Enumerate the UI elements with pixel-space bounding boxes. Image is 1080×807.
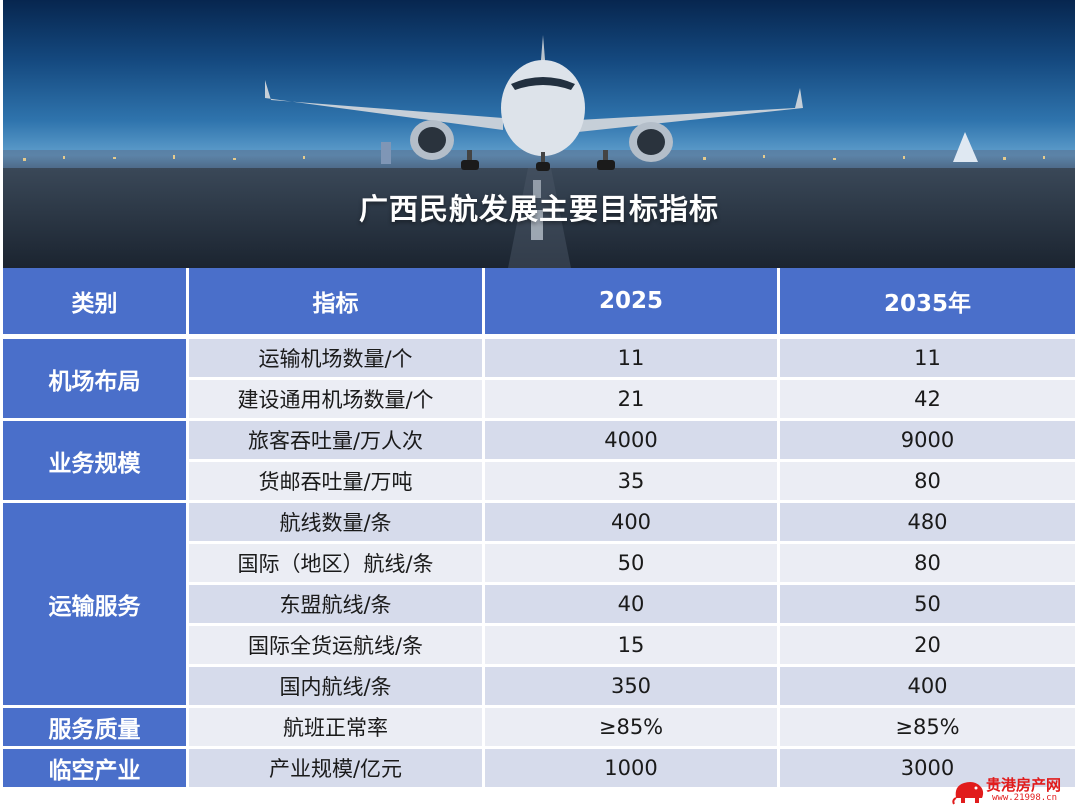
value-2025-cell: 350 — [485, 667, 780, 708]
indicator-cell: 货邮吞吐量/万吨 — [189, 462, 485, 503]
watermark-name: 贵港房产网 — [986, 776, 1062, 794]
table-row: 临空产业 产业规模/亿元 1000 3000 — [3, 749, 1075, 787]
category-cell: 业务规模 — [3, 421, 189, 503]
table-row: 建设通用机场数量/个 21 42 — [3, 380, 1075, 421]
category-cell: 机场布局 — [3, 339, 189, 421]
value-2035-cell: 80 — [780, 544, 1075, 585]
table-header-row: 类别 指标 2025 2035年 — [3, 268, 1075, 339]
table-row: 国内航线/条 350 400 — [3, 667, 1075, 708]
indicator-cell: 东盟航线/条 — [189, 585, 485, 626]
value-2025-cell: 40 — [485, 585, 780, 626]
header-indicator: 指标 — [189, 268, 485, 339]
targets-table: 类别 指标 2025 2035年 机场布局 运输机场数量/个 11 11 建设通… — [3, 268, 1075, 787]
value-2025-cell: 21 — [485, 380, 780, 421]
elephant-logo-icon — [952, 782, 984, 805]
value-2025-cell: 1000 — [485, 749, 780, 787]
value-2025-cell: 11 — [485, 339, 780, 380]
table-row: 机场布局 运输机场数量/个 11 11 — [3, 339, 1075, 421]
value-2035-cell: 480 — [780, 503, 1075, 544]
value-2035-cell: 80 — [780, 462, 1075, 503]
table-row: 服务质量 航班正常率 ≥85% ≥85% — [3, 708, 1075, 749]
indicator-cell: 航班正常率 — [189, 708, 485, 749]
airplane-runway-illustration — [3, 35, 1075, 268]
value-2035-cell: 3000 — [780, 749, 1075, 787]
category-cell: 运输服务 — [3, 503, 189, 708]
table-row: 业务规模 旅客吞吐量/万人次 4000 9000 — [3, 421, 1075, 503]
value-2025-cell: 50 — [485, 544, 780, 585]
header-category: 类别 — [3, 268, 189, 339]
watermark-url: www.21998.cn — [992, 793, 1058, 803]
indicator-cell: 产业规模/亿元 — [189, 749, 485, 787]
value-2025-cell: ≥85% — [485, 708, 780, 749]
page-title: 广西民航发展主要目标指标 — [358, 192, 719, 226]
indicator-cell: 国际全货运航线/条 — [189, 626, 485, 667]
value-2025-cell: 4000 — [485, 421, 780, 462]
header-banner: 广西民航发展主要目标指标 — [3, 0, 1075, 268]
category-cell: 服务质量 — [3, 708, 189, 749]
indicator-cell: 航线数量/条 — [189, 503, 485, 544]
value-2035-cell: 42 — [780, 380, 1075, 421]
header-2035: 2035年 — [780, 268, 1075, 339]
value-2025-cell: 15 — [485, 626, 780, 667]
value-2035-cell: 50 — [780, 585, 1075, 626]
value-2035-cell: ≥85% — [780, 708, 1075, 749]
table-row: 国际全货运航线/条 15 20 — [3, 626, 1075, 667]
indicator-cell: 旅客吞吐量/万人次 — [189, 421, 485, 462]
indicator-cell: 国内航线/条 — [189, 667, 485, 708]
indicator-cell: 国际（地区）航线/条 — [189, 544, 485, 585]
indicator-cell: 运输机场数量/个 — [189, 339, 485, 380]
table-row: 货邮吞吐量/万吨 35 80 — [3, 462, 1075, 503]
table-row: 运输服务 航线数量/条 400 480 — [3, 503, 1075, 708]
category-cell: 临空产业 — [3, 749, 189, 787]
value-2035-cell: 9000 — [780, 421, 1075, 462]
value-2035-cell: 11 — [780, 339, 1075, 380]
watermark: 贵港房产网 www.21998.cn — [952, 774, 1080, 807]
value-2035-cell: 20 — [780, 626, 1075, 667]
value-2025-cell: 400 — [485, 503, 780, 544]
table-row: 东盟航线/条 40 50 — [3, 585, 1075, 626]
value-2025-cell: 35 — [485, 462, 780, 503]
value-2035-cell: 400 — [780, 667, 1075, 708]
indicator-cell: 建设通用机场数量/个 — [189, 380, 485, 421]
table-row: 国际（地区）航线/条 50 80 — [3, 544, 1075, 585]
header-2025: 2025 — [485, 268, 780, 339]
